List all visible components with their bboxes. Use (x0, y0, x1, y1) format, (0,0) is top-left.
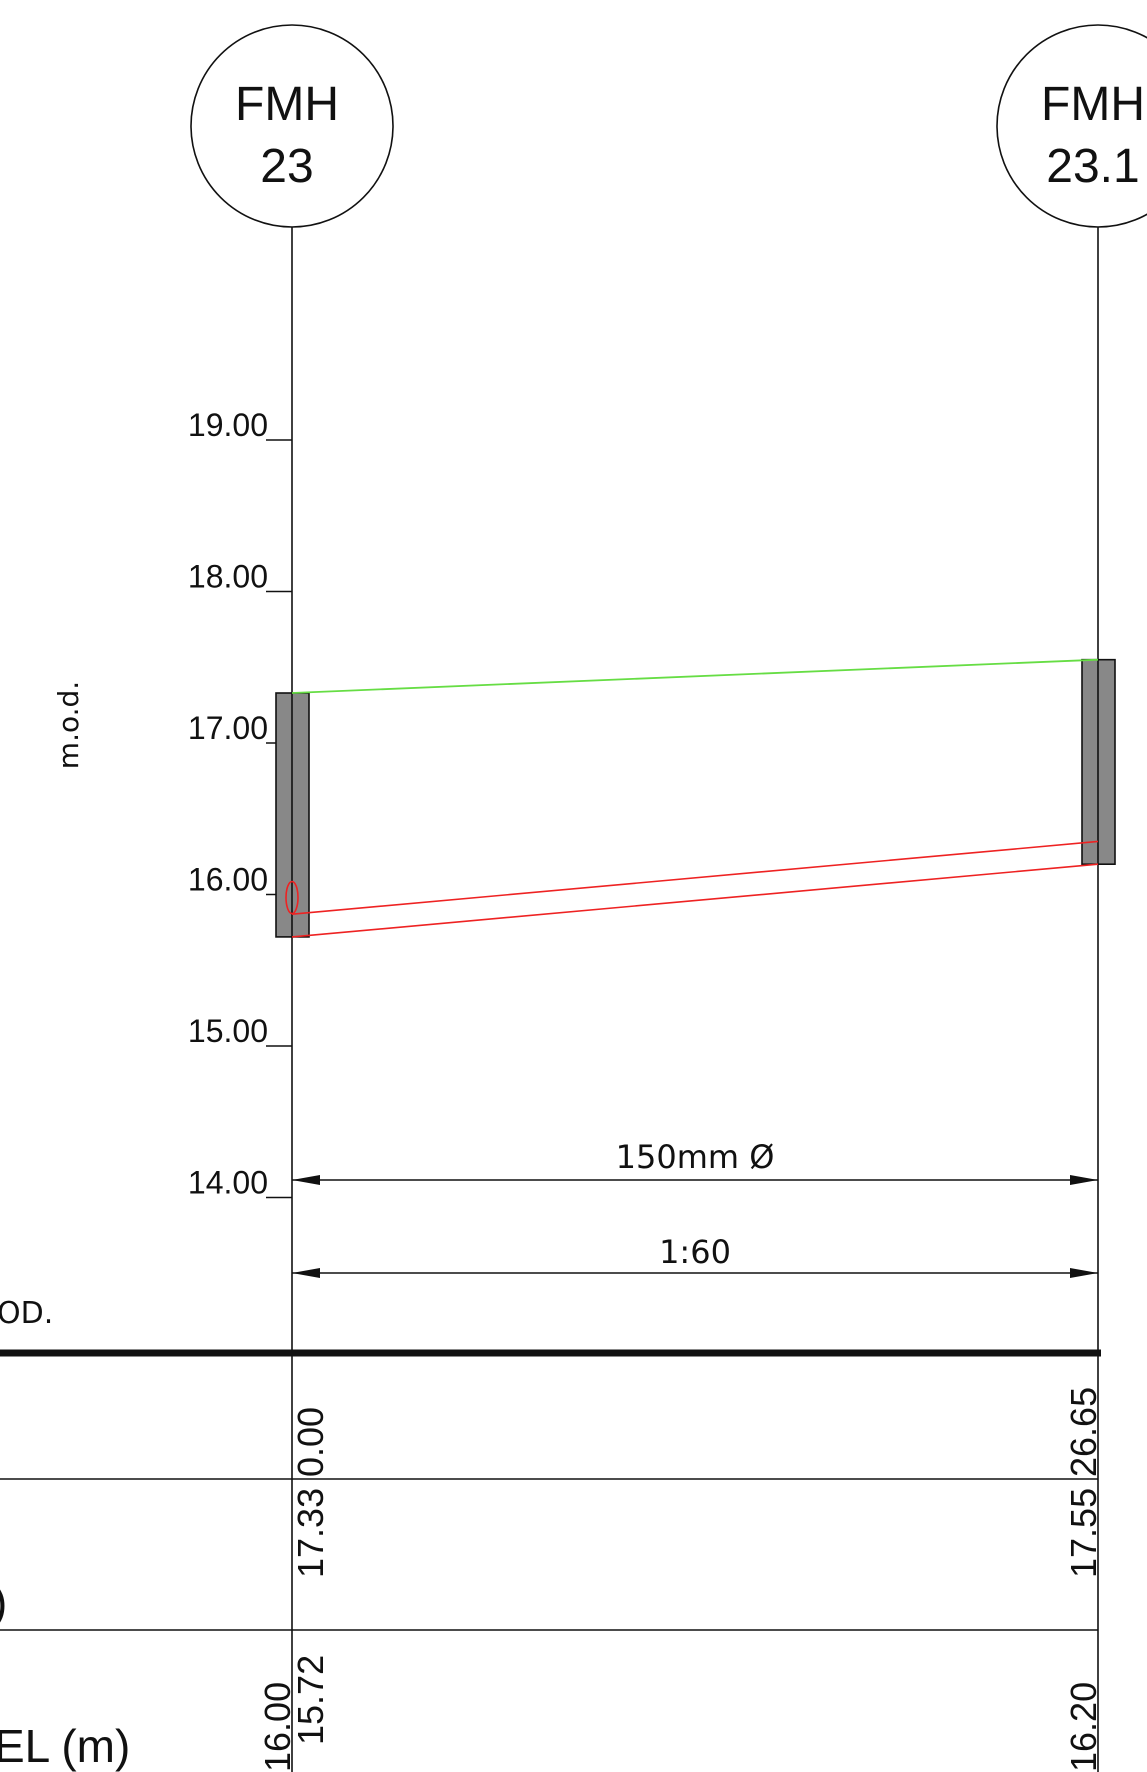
axis-tick-label: 16.00 (188, 862, 268, 898)
manhole-23-1-number: 23.1 (1046, 140, 1139, 193)
ground-level-left: 17.33 (290, 1488, 331, 1578)
axis-tick-label: 15.00 (188, 1013, 268, 1049)
gradient-dimension: 1:60 (292, 1233, 1098, 1278)
axis-label: m.o.d. (52, 681, 85, 769)
axis-tick-label: 17.00 (188, 710, 268, 746)
manhole-23-name: FMH (235, 78, 339, 131)
datum-label: OD. (0, 1296, 53, 1331)
pipe-invert-line (291, 863, 1099, 938)
manhole-23-number: 23 (260, 140, 313, 193)
pipe-soffit-line (291, 840, 1099, 915)
axis-tick-label: 14.00 (188, 1165, 268, 1201)
manhole-fmh-23: FMH 23 (190, 24, 394, 228)
chainage-left: 0.00 (290, 1407, 331, 1477)
axis-ticks: 19.00 18.00 17.00 16.00 15.00 14.00 (188, 407, 292, 1201)
table-row3-label: ) (0, 1576, 7, 1628)
pipe-outlet-marker (285, 880, 299, 915)
diameter-dimension: 150mm Ø (292, 1138, 1098, 1185)
ground-level-right: 17.55 (1063, 1488, 1104, 1578)
manhole-23-1-name: FMH (1041, 78, 1145, 131)
axis-tick-label: 18.00 (188, 559, 268, 595)
manhole-fmh-23-1: FMH 23.1 (996, 24, 1147, 228)
invert-level-left-outgoing: 15.72 (290, 1655, 331, 1745)
pipe-diameter-label: 150mm Ø (616, 1138, 775, 1176)
invert-level-left-incoming: 16.00 (257, 1682, 298, 1772)
ground-level-line (291, 658, 1099, 694)
pipe-gradient-label: 1:60 (659, 1233, 731, 1271)
axis-tick-label: 19.00 (188, 407, 268, 443)
table-row4-label: EL (m) (0, 1720, 130, 1772)
invert-level-right: 16.20 (1063, 1682, 1104, 1772)
chainage-right: 26.65 (1063, 1387, 1104, 1477)
